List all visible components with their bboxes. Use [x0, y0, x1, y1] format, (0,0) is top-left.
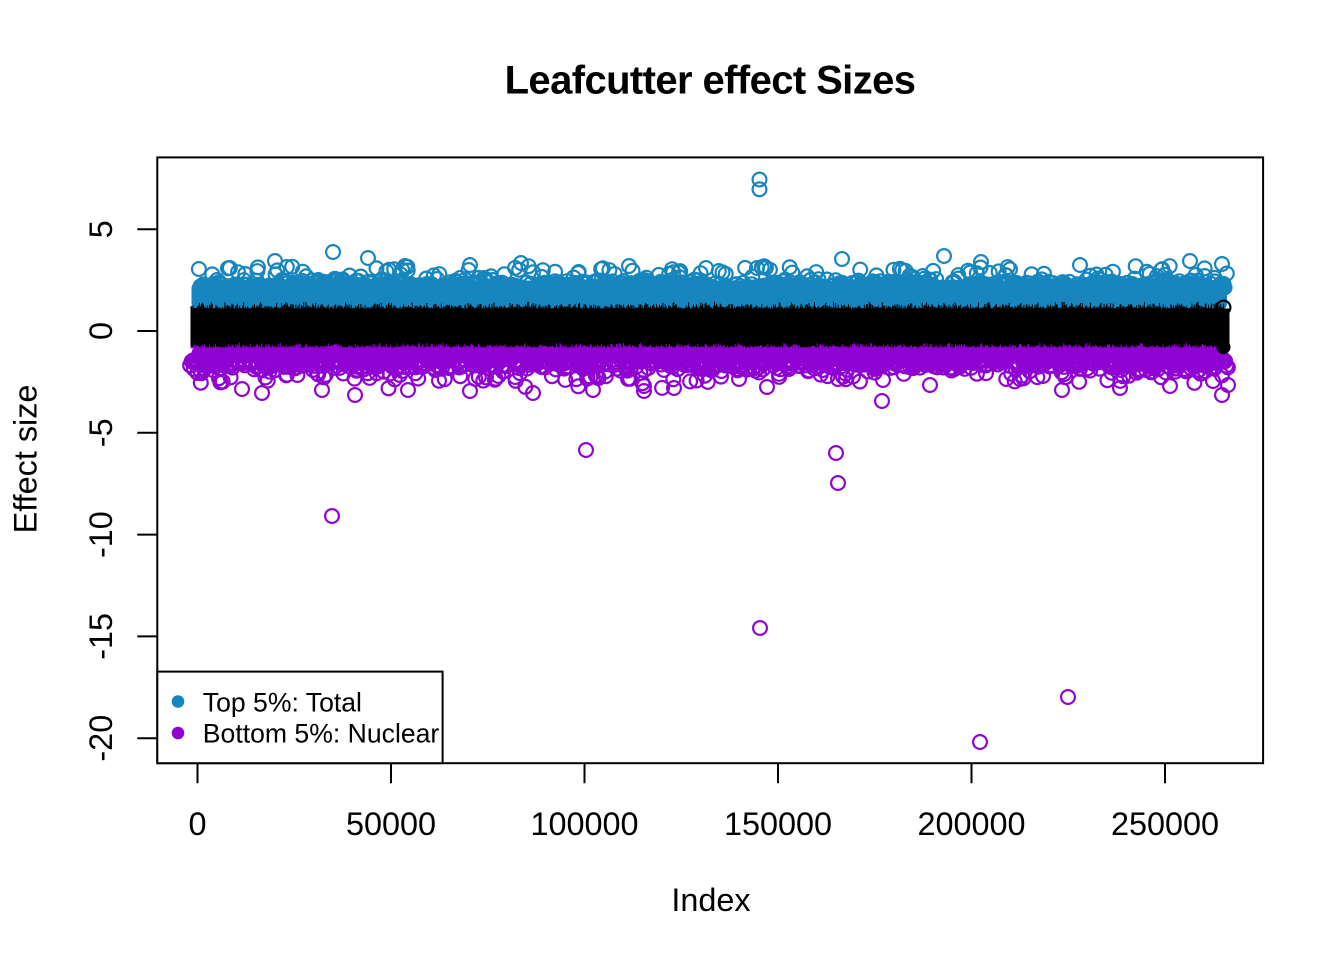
svg-text:0: 0 [83, 322, 119, 340]
svg-text:5: 5 [83, 220, 119, 238]
svg-text:Top 5%: Total: Top 5%: Total [203, 687, 362, 717]
svg-text:Index: Index [671, 882, 750, 918]
svg-text:0: 0 [188, 806, 206, 842]
svg-text:200000: 200000 [917, 806, 1025, 842]
svg-text:Effect size: Effect size [8, 385, 44, 534]
svg-text:-15: -15 [83, 613, 119, 660]
svg-text:-10: -10 [83, 511, 119, 558]
svg-text:150000: 150000 [724, 806, 832, 842]
svg-text:Bottom 5%: Nuclear: Bottom 5%: Nuclear [203, 719, 440, 749]
svg-text:50000: 50000 [346, 806, 436, 842]
svg-text:100000: 100000 [530, 806, 638, 842]
svg-text:-5: -5 [83, 418, 119, 447]
svg-text:-20: -20 [83, 715, 119, 762]
svg-text:250000: 250000 [1111, 806, 1219, 842]
svg-text:Leafcutter effect Sizes: Leafcutter effect Sizes [505, 59, 916, 103]
